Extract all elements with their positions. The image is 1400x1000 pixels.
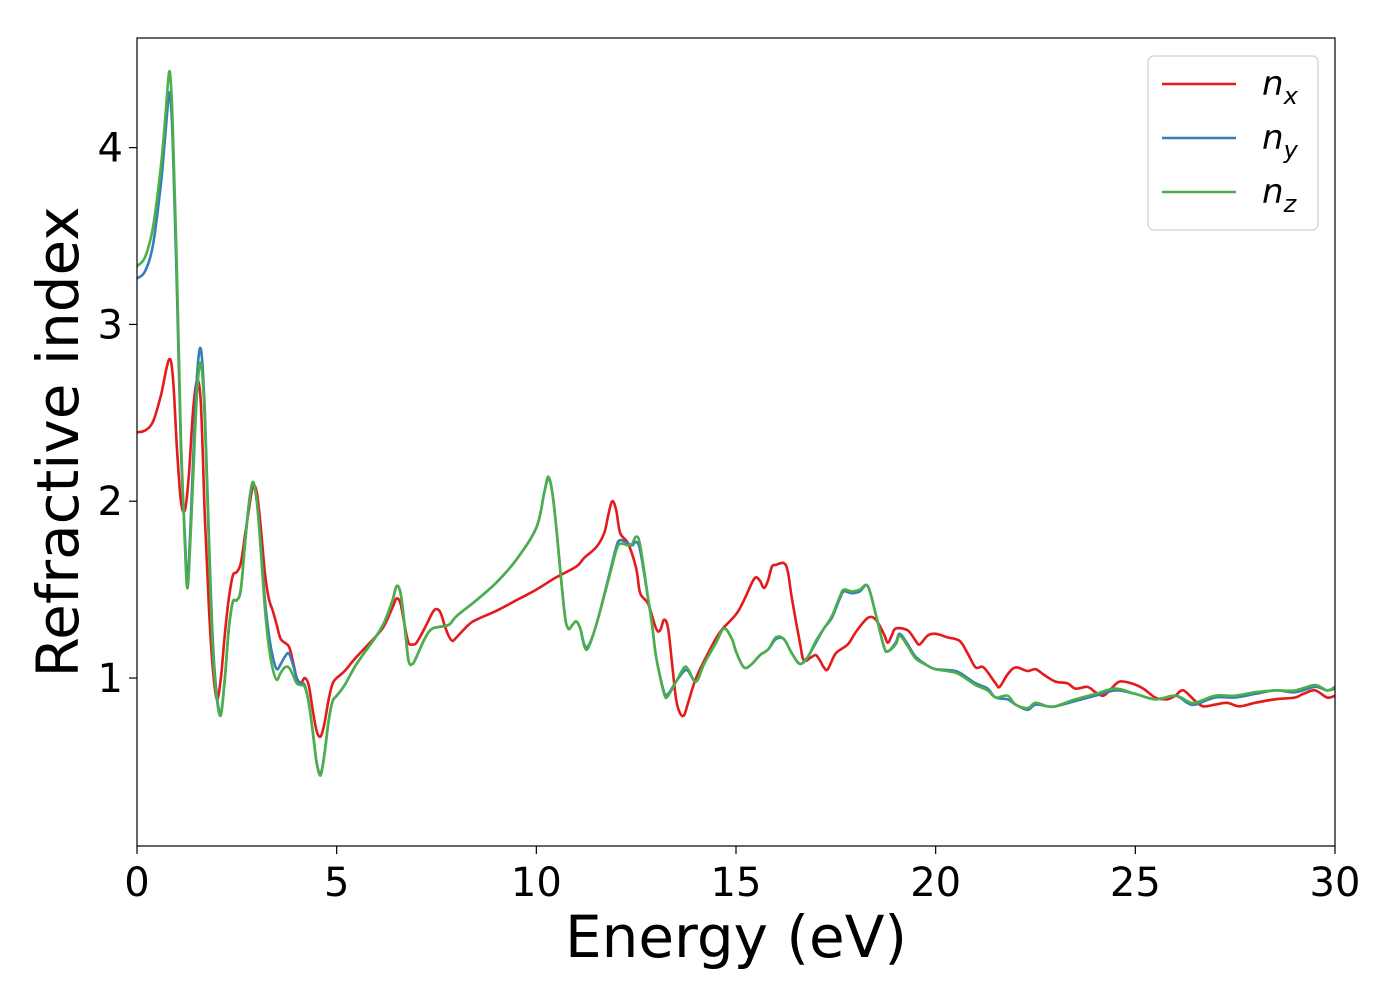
x-tick-label: 20 bbox=[910, 860, 961, 906]
y-axis: 1 2 3 4 bbox=[98, 126, 137, 702]
y-tick-label: 1 bbox=[98, 656, 123, 702]
y-tick-label: 3 bbox=[98, 302, 123, 348]
x-tick-label: 5 bbox=[324, 860, 349, 906]
legend-label-x: nx bbox=[1262, 64, 1299, 110]
legend: nx ny nz bbox=[1147, 55, 1319, 231]
x-tick-label: 15 bbox=[711, 860, 762, 906]
x-tick-label: 25 bbox=[1110, 860, 1161, 906]
legend-box bbox=[1147, 55, 1319, 231]
series-layer bbox=[137, 69, 1335, 777]
y-tick-label: 2 bbox=[98, 479, 123, 525]
legend-label-y: ny bbox=[1262, 118, 1299, 164]
y-tick-label: 4 bbox=[98, 126, 123, 172]
x-axis-label: Energy (eV) bbox=[565, 903, 907, 971]
y-axis-label: Refractive index bbox=[24, 206, 92, 677]
series-line-n-z bbox=[137, 69, 1335, 777]
x-tick-label: 0 bbox=[124, 860, 149, 906]
x-tick-label: 10 bbox=[511, 860, 562, 906]
x-axis: 0 5 10 15 20 25 30 bbox=[124, 846, 1360, 906]
x-tick-label: 30 bbox=[1310, 860, 1361, 906]
legend-label-z: nz bbox=[1262, 172, 1298, 218]
